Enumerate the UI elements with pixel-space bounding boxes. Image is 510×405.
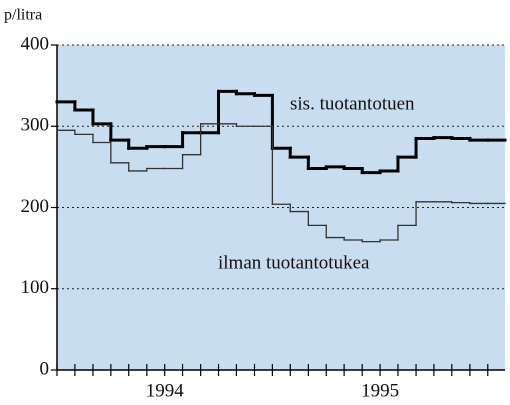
series [56, 123, 506, 243]
y-tick-label: 0 [40, 358, 50, 379]
series-label: sis. tuotantotuen [290, 93, 415, 114]
y-tick-label: 100 [21, 277, 50, 298]
plot-background [57, 45, 505, 370]
series-label: ilman tuotantotukea [218, 252, 370, 273]
x-tick-label: 1994 [146, 380, 185, 401]
x-tick-label: 1995 [361, 380, 399, 401]
y-tick-label: 300 [21, 115, 50, 136]
y-tick-label: 200 [21, 196, 50, 217]
y-axis-label: p/litra [4, 7, 42, 24]
y-tick-label: 400 [21, 33, 50, 54]
